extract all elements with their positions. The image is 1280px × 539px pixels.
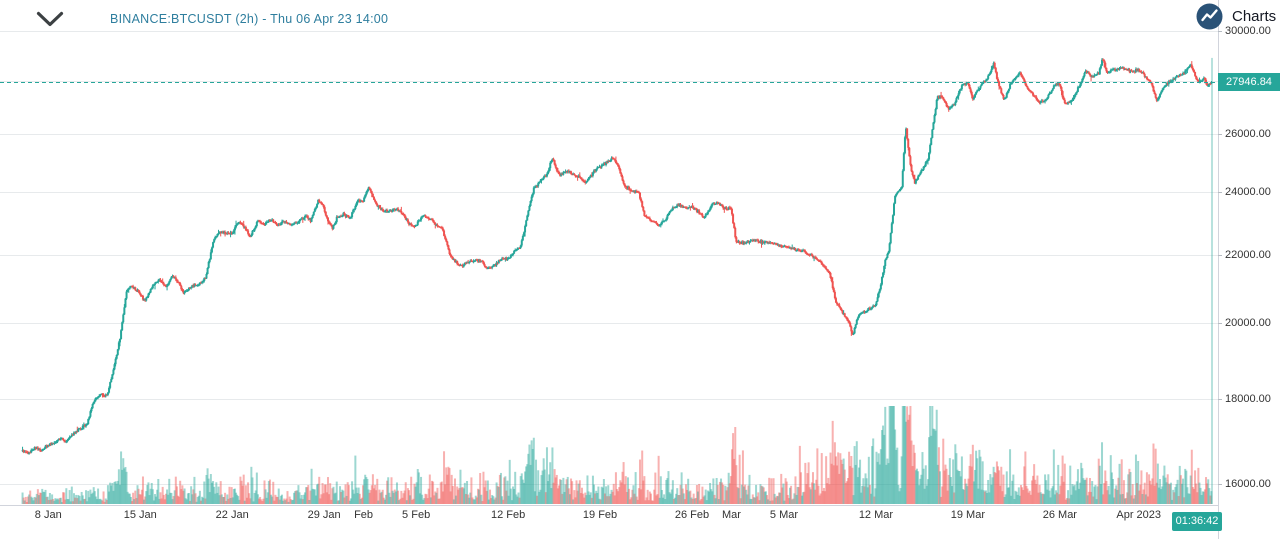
time-axis-label: Feb bbox=[354, 509, 374, 521]
price-axis-border bbox=[1218, 0, 1219, 539]
time-axis-label: 12 Mar bbox=[858, 509, 894, 521]
attribution-label: Charts bbox=[1232, 8, 1277, 25]
chevron-down-icon[interactable] bbox=[36, 11, 64, 28]
last-price-tag: 27946.84 bbox=[1218, 73, 1280, 92]
time-axis-label: 22 Jan bbox=[215, 509, 249, 521]
time-axis-label: 19 Feb bbox=[582, 509, 618, 521]
price-axis-label: 26000.00 bbox=[1218, 128, 1271, 140]
symbol-title: BINANCE:BTCUSDT (2h) - Thu 06 Apr 23 14:… bbox=[110, 11, 389, 26]
time-axis-label: Mar bbox=[721, 509, 741, 521]
price-axis-label: 18000.00 bbox=[1218, 393, 1271, 405]
time-axis-border bbox=[0, 505, 1218, 506]
time-axis-label: 5 Mar bbox=[769, 509, 799, 521]
time-axis-label: 19 Mar bbox=[950, 509, 986, 521]
tradingview-logo-icon bbox=[1196, 3, 1223, 30]
time-axis[interactable]: 8 Jan 15 Jan 22 Jan 29 Jan Feb 5 Feb 12 Feb 19 … bbox=[0, 506, 1218, 539]
time-axis-label: Apr 2023 bbox=[1116, 509, 1162, 521]
price-axis-label: 20000.00 bbox=[1218, 317, 1271, 329]
chart-legend: BINANCE:BTCUSDT (2h) - Thu 06 Apr 23 14:… bbox=[36, 9, 388, 28]
price-axis-label: 24000.00 bbox=[1218, 186, 1271, 198]
time-axis-label: 26 Feb bbox=[674, 509, 710, 521]
time-axis-label: 29 Jan bbox=[307, 509, 341, 521]
price-axis-label: 30000.00 bbox=[1218, 25, 1271, 37]
attribution-link[interactable]: Charts bbox=[1196, 3, 1276, 30]
time-axis-label: 12 Feb bbox=[490, 509, 526, 521]
time-axis-label: 5 Feb bbox=[402, 509, 431, 521]
candlestick-chart-canvas[interactable] bbox=[0, 0, 1218, 505]
price-axis[interactable]: 30000.00 26000.00 24000.00 22000.00 20000.00… bbox=[1218, 0, 1280, 505]
time-axis-label: 26 Mar bbox=[1042, 509, 1077, 521]
price-axis-label: 22000.00 bbox=[1218, 249, 1271, 261]
time-axis-label: 15 Jan bbox=[123, 509, 157, 521]
price-axis-label: 16000.00 bbox=[1218, 478, 1271, 490]
time-axis-label: 8 Jan bbox=[34, 509, 62, 521]
last-price-value: 27946.84 bbox=[1226, 76, 1272, 89]
countdown-tag: 01:36:42 bbox=[1172, 512, 1222, 531]
